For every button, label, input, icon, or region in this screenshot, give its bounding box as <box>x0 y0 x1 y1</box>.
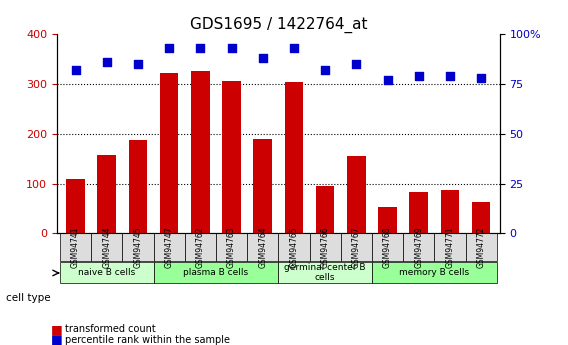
Text: GSM94741: GSM94741 <box>71 226 80 268</box>
FancyBboxPatch shape <box>153 262 278 283</box>
Point <box>320 68 329 73</box>
FancyBboxPatch shape <box>372 262 497 283</box>
Point <box>71 68 80 73</box>
Bar <box>253 139 272 233</box>
Point <box>258 56 268 61</box>
FancyBboxPatch shape <box>466 233 497 260</box>
Text: GSM94771: GSM94771 <box>445 226 454 268</box>
Bar <box>66 179 85 233</box>
FancyBboxPatch shape <box>247 233 278 260</box>
Title: GDS1695 / 1422764_at: GDS1695 / 1422764_at <box>190 17 367 33</box>
Bar <box>191 71 210 233</box>
Bar <box>285 82 303 233</box>
Point <box>445 73 454 79</box>
Text: GSM94744: GSM94744 <box>102 226 111 268</box>
FancyBboxPatch shape <box>278 233 310 260</box>
FancyBboxPatch shape <box>216 233 247 260</box>
Bar <box>378 207 397 233</box>
FancyBboxPatch shape <box>60 233 91 260</box>
Bar <box>160 73 178 233</box>
FancyBboxPatch shape <box>185 233 216 260</box>
FancyBboxPatch shape <box>403 233 435 260</box>
Text: germinal center B
cells: germinal center B cells <box>285 263 366 282</box>
Text: percentile rank within the sample: percentile rank within the sample <box>65 335 230 345</box>
Text: GSM94772: GSM94772 <box>477 226 486 268</box>
Bar <box>410 192 428 233</box>
FancyBboxPatch shape <box>435 233 466 260</box>
Text: GSM94767: GSM94767 <box>352 226 361 268</box>
Text: naive B cells: naive B cells <box>78 268 135 277</box>
Text: cell type: cell type <box>6 294 51 303</box>
Point <box>383 77 392 83</box>
Bar <box>222 81 241 233</box>
Text: GSM94762: GSM94762 <box>196 226 205 268</box>
FancyBboxPatch shape <box>278 262 372 283</box>
Text: GSM94766: GSM94766 <box>320 226 329 268</box>
FancyBboxPatch shape <box>310 233 341 260</box>
Point <box>133 61 143 67</box>
Text: GSM94765: GSM94765 <box>290 226 298 268</box>
FancyBboxPatch shape <box>91 233 122 260</box>
Point <box>165 46 174 51</box>
Bar <box>472 203 491 233</box>
Text: GSM94769: GSM94769 <box>414 226 423 268</box>
Text: transformed count: transformed count <box>65 325 156 334</box>
Text: GSM94747: GSM94747 <box>165 226 174 268</box>
Text: GSM94763: GSM94763 <box>227 226 236 268</box>
Point <box>227 46 236 51</box>
Text: GSM94768: GSM94768 <box>383 226 392 268</box>
Bar <box>347 156 366 233</box>
Bar <box>441 189 460 233</box>
Text: memory B cells: memory B cells <box>399 268 469 277</box>
Point <box>289 46 298 51</box>
Point <box>477 76 486 81</box>
Point <box>414 73 423 79</box>
Bar <box>97 155 116 233</box>
Bar <box>316 186 335 233</box>
FancyBboxPatch shape <box>153 233 185 260</box>
Text: ■: ■ <box>51 333 63 345</box>
FancyBboxPatch shape <box>122 233 153 260</box>
Text: GSM94745: GSM94745 <box>133 226 143 268</box>
Text: GSM94764: GSM94764 <box>258 226 267 268</box>
Text: plasma B cells: plasma B cells <box>183 268 248 277</box>
Text: ■: ■ <box>51 323 63 336</box>
FancyBboxPatch shape <box>341 233 372 260</box>
Point <box>102 60 111 65</box>
FancyBboxPatch shape <box>372 233 403 260</box>
Bar <box>128 140 147 233</box>
Point <box>352 61 361 67</box>
Point <box>196 46 205 51</box>
FancyBboxPatch shape <box>60 262 153 283</box>
